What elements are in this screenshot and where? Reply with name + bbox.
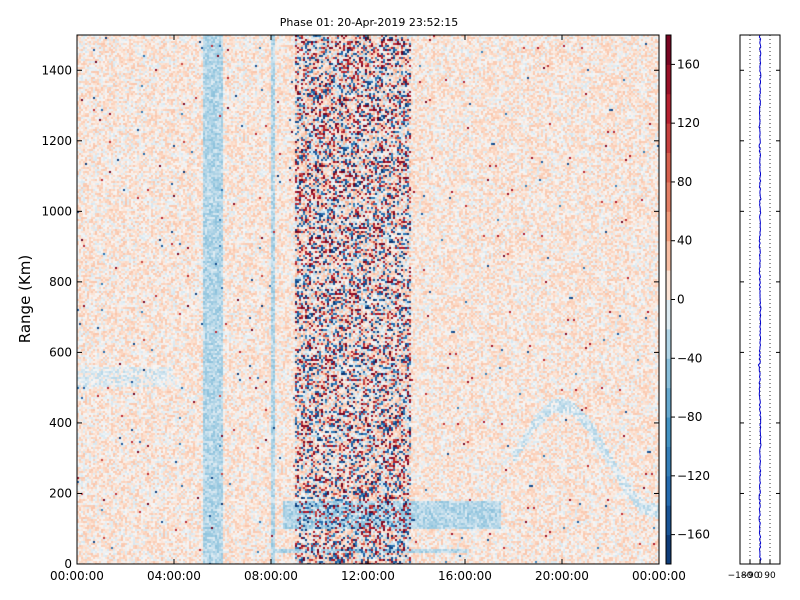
colorbar <box>665 34 672 565</box>
x-tick-label: 00:00:00 <box>632 569 686 583</box>
profile-x-tick-label: 0 <box>757 571 763 581</box>
x-tick-label: 12:00:00 <box>341 569 395 583</box>
profile-x-tick-label: 90 <box>764 571 776 581</box>
x-tick-label: 00:00:00 <box>50 569 104 583</box>
colorbar-segment <box>666 534 671 565</box>
y-tick-label: 400 <box>49 416 72 430</box>
colorbar-tick-label: 40 <box>677 234 692 248</box>
colorbar-segment <box>666 93 671 124</box>
colorbar-segment <box>666 387 671 418</box>
colorbar-segment <box>666 446 671 477</box>
colorbar-segment <box>666 417 671 447</box>
y-tick-label: 800 <box>49 275 72 289</box>
y-tick-label: 1200 <box>41 134 72 148</box>
colorbar-segment <box>666 211 671 242</box>
colorbar-segment <box>666 328 671 359</box>
colorbar-tick-label: 120 <box>677 116 700 130</box>
y-tick-label: 200 <box>49 486 72 500</box>
profile-x-tick-label: −180 <box>728 571 753 581</box>
colorbar-segment <box>666 123 671 154</box>
y-tick-label: 1000 <box>41 204 72 218</box>
heatmap-cells <box>77 35 659 564</box>
x-tick-label: 04:00:00 <box>147 569 201 583</box>
colorbar-segment <box>666 505 671 536</box>
colorbar-segment <box>666 35 671 65</box>
colorbar-tick-label: −120 <box>677 469 710 483</box>
colorbar-ticks: 160 120 80 40 0 −40 −80 −120 −160 <box>671 57 710 542</box>
profile-panel: −180−900 90 <box>728 34 781 581</box>
profile-line <box>757 34 762 563</box>
colorbar-tick-label: −40 <box>677 351 702 365</box>
x-tick-label: 08:00:00 <box>244 569 298 583</box>
y-axis: 0 200 400 600 800 1000 1200 1400 <box>41 63 659 571</box>
y-tick-label: 0 <box>64 557 72 571</box>
colorbar-segment <box>666 64 671 95</box>
colorbar-segment <box>666 299 671 330</box>
chart-title: Phase 01: 20-Apr-2019 23:52:15 <box>280 16 458 29</box>
colorbar-tick-label: 0 <box>677 293 685 307</box>
colorbar-segment <box>666 270 671 300</box>
colorbar-tick-label: 160 <box>677 57 700 71</box>
colorbar-tick-label: −160 <box>677 528 710 542</box>
x-tick-label: 16:00:00 <box>438 569 492 583</box>
colorbar-segment <box>666 152 671 183</box>
y-axis-label: Range (Km) <box>16 255 34 343</box>
colorbar-segment <box>666 358 671 389</box>
colorbar-segment <box>666 181 671 212</box>
profile-x-tick-label: −90 <box>741 571 760 581</box>
x-axis: 00:00:00 04:00:00 08:00:00 12:00:00 16:00:00… <box>50 35 686 583</box>
y-tick-label: 600 <box>49 345 72 359</box>
colorbar-tick-label: −80 <box>677 410 702 424</box>
colorbar-tick-label: 80 <box>677 175 692 189</box>
colorbar-segment <box>666 240 671 271</box>
y-tick-label: 1400 <box>41 63 72 77</box>
x-tick-label: 20:00:00 <box>535 569 589 583</box>
colorbar-segment <box>666 475 671 506</box>
heatmap-plot <box>77 35 659 564</box>
